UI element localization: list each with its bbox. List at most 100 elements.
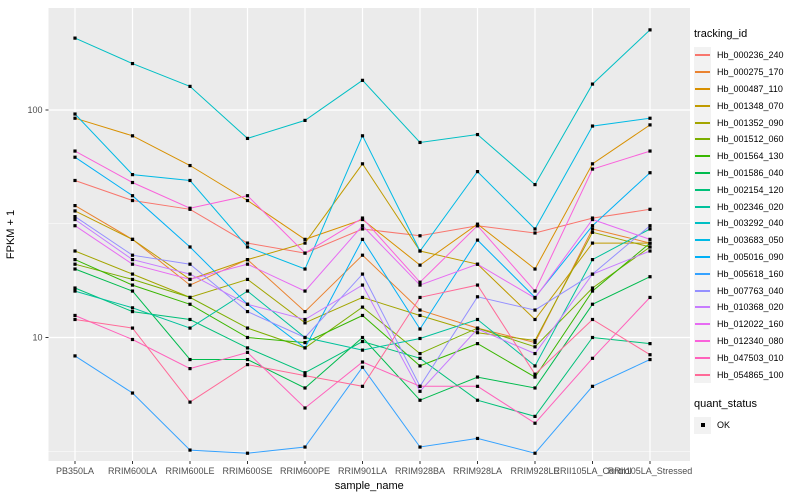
- data-point: [590, 286, 595, 290]
- legend-item-label: Hb_002154_120: [717, 184, 784, 195]
- legend-panel: tracking_id Hb_000236_240 Hb_000275_170 Hb…: [694, 28, 798, 434]
- data-point: [590, 272, 595, 276]
- data-point: [533, 227, 537, 231]
- data-point: [303, 309, 307, 314]
- data-point: [73, 313, 77, 318]
- series-color-line-icon: [695, 272, 710, 275]
- data-point: [475, 224, 480, 228]
- data-point: [73, 217, 77, 222]
- legend-key-swatch: [694, 80, 711, 98]
- legend-item-Hb_000236_240: Hb_000236_240: [694, 46, 798, 64]
- data-point: [73, 262, 77, 266]
- data-point: [533, 317, 537, 322]
- data-point: [360, 365, 365, 369]
- tracking-id-legend-items: Hb_000236_240 Hb_000275_170 Hb_000487_110 H…: [694, 46, 798, 384]
- data-point: [188, 302, 192, 306]
- data-point: [648, 249, 652, 253]
- data-point: [303, 445, 307, 449]
- data-point: [648, 116, 652, 120]
- data-point: [533, 351, 537, 356]
- data-point: [648, 149, 652, 153]
- data-point: [590, 289, 595, 293]
- data-point: [648, 295, 652, 300]
- data-point: [130, 337, 135, 342]
- data-point: [73, 267, 77, 271]
- data-point: [188, 295, 192, 300]
- x-tick-label: RRII105LA_Stressed: [608, 466, 693, 476]
- data-point: [130, 61, 135, 66]
- series-color-line-icon: [695, 104, 710, 107]
- data-point: [590, 227, 595, 231]
- x-tick-label: PB350LA: [56, 466, 94, 476]
- data-point: [360, 313, 365, 318]
- legend-key-swatch: [694, 147, 711, 165]
- legend-item-label: Hb_003683_050: [717, 235, 784, 246]
- data-point: [303, 241, 307, 245]
- legend-key-swatch: [694, 349, 711, 367]
- legend-key-swatch: [694, 63, 711, 81]
- series-color-line-icon: [695, 54, 710, 57]
- data-point: [188, 277, 192, 282]
- data-point: [475, 398, 480, 402]
- data-point: [590, 230, 595, 234]
- data-point: [73, 224, 77, 228]
- data-point: [648, 123, 652, 127]
- legend-key-swatch: [694, 248, 711, 266]
- data-point: [360, 348, 365, 352]
- data-point: [475, 238, 480, 242]
- data-point: [533, 414, 537, 418]
- data-point: [533, 289, 537, 293]
- data-point: [360, 227, 365, 231]
- legend-item-label: Hb_005016_090: [717, 251, 784, 262]
- data-point: [73, 209, 77, 213]
- legend-item-Hb_003292_040: Hb_003292_040: [694, 214, 798, 232]
- data-point: [188, 448, 192, 452]
- data-point: [188, 357, 192, 362]
- legend-title-tracking-id: tracking_id: [694, 28, 748, 40]
- data-point: [73, 317, 77, 322]
- legend-item-Hb_005016_090: Hb_005016_090: [694, 248, 798, 266]
- legend-key-swatch: [694, 130, 711, 148]
- legend-item-Hb_000487_110: Hb_000487_110: [694, 80, 798, 98]
- data-point: [360, 224, 365, 228]
- data-point: [130, 262, 135, 266]
- legend-key-swatch: [694, 366, 711, 384]
- legend-item-label: Hb_000275_170: [717, 67, 784, 78]
- x-tick-label: RRIM928LE: [510, 466, 559, 476]
- data-point: [245, 262, 250, 266]
- data-point: [130, 272, 135, 276]
- data-point: [245, 241, 250, 245]
- data-point: [648, 245, 652, 249]
- data-point: [590, 162, 595, 166]
- data-point: [130, 194, 135, 198]
- legend-item-label: OK: [717, 420, 731, 431]
- data-point: [590, 302, 595, 306]
- data-point: [418, 336, 422, 341]
- data-point: [245, 245, 250, 249]
- data-point: [418, 263, 422, 267]
- legend-title-quant-status: quant_status: [694, 397, 757, 410]
- data-point: [648, 241, 652, 245]
- data-point: [648, 342, 652, 346]
- data-point: [590, 356, 595, 360]
- series-color-line-icon: [695, 205, 710, 208]
- data-point: [130, 237, 135, 241]
- data-point: [648, 207, 652, 211]
- data-point: [475, 375, 480, 379]
- legend-item-Hb_010368_020: Hb_010368_020: [694, 298, 798, 316]
- data-point: [188, 326, 192, 330]
- legend-item-Hb_002346_020: Hb_002346_020: [694, 198, 798, 216]
- series-color-line-icon: [695, 222, 710, 225]
- data-point: [360, 216, 365, 220]
- data-point: [303, 406, 307, 410]
- data-point: [130, 198, 135, 203]
- legend-item-Hb_000275_170: Hb_000275_170: [694, 63, 798, 81]
- data-point: [533, 231, 537, 235]
- data-point: [418, 283, 422, 287]
- data-point: [360, 305, 365, 309]
- data-point: [475, 342, 480, 346]
- legend-item-label: Hb_001586_040: [717, 167, 784, 178]
- data-point: [418, 445, 422, 449]
- data-point: [533, 267, 537, 271]
- data-point: [303, 340, 307, 345]
